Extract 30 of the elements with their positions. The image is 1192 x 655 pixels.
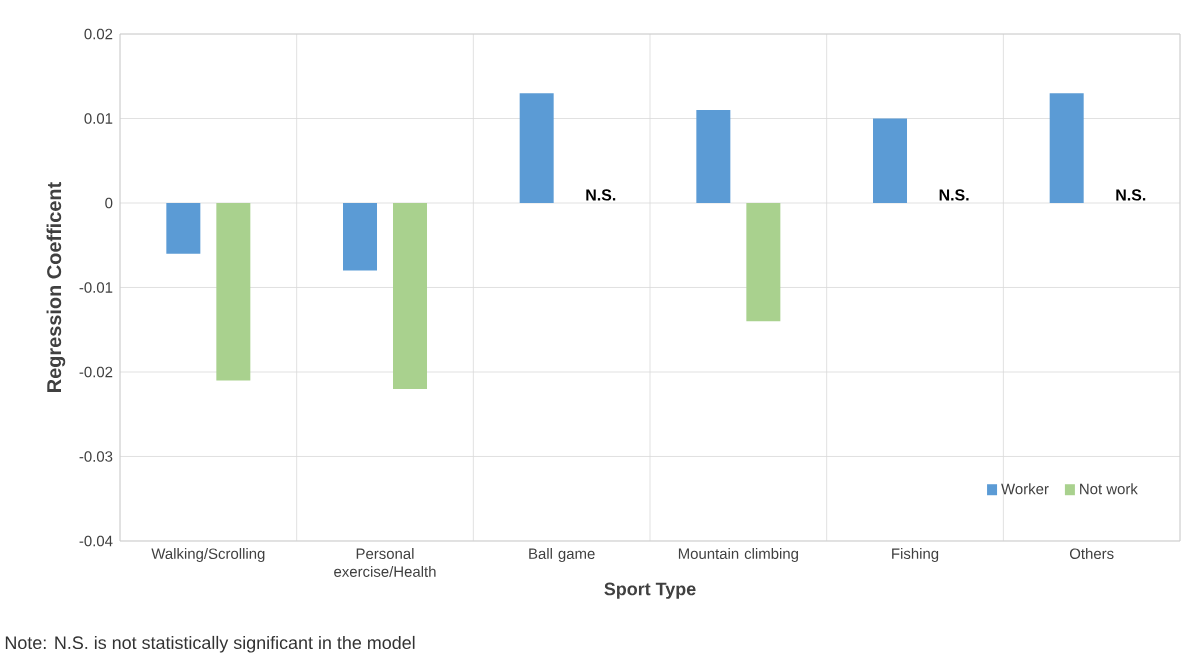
annotation: N.S. bbox=[1116, 189, 1146, 201]
legend-label: Worker bbox=[1001, 483, 1049, 495]
x-tick-label: Walking/Scrolling bbox=[151, 548, 265, 562]
text: Note: N.S. is not statistically significant in the model bbox=[5, 635, 415, 653]
bar bbox=[343, 203, 378, 271]
y-tick-label: -0.04 bbox=[79, 535, 113, 547]
bar bbox=[216, 203, 251, 381]
y-tick-label: 0.02 bbox=[84, 28, 113, 40]
bar bbox=[519, 93, 554, 203]
y-tick-label: -0.01 bbox=[79, 282, 113, 293]
y-tick-label: -0.03 bbox=[79, 451, 113, 462]
bar bbox=[746, 203, 781, 322]
annotation: N.S. bbox=[586, 189, 616, 201]
x-tick-label: Mountain climbing bbox=[678, 548, 798, 562]
annotation: N.S. bbox=[939, 189, 969, 201]
y-tick-label: -0.02 bbox=[79, 366, 113, 378]
y-tick-label: 0 bbox=[105, 197, 113, 209]
bar bbox=[166, 203, 201, 254]
bar bbox=[393, 203, 428, 389]
x-tick-label: Personal exercise/Health bbox=[334, 548, 436, 577]
x-tick-label: Fishing bbox=[892, 548, 939, 562]
x-tick-label: Ball game bbox=[529, 548, 595, 562]
bar bbox=[696, 110, 731, 203]
bar bbox=[1049, 93, 1084, 203]
bar bbox=[873, 118, 908, 203]
x-axis-title: Sport Type bbox=[604, 582, 696, 599]
legend-label: Not work bbox=[1080, 483, 1138, 495]
y-tick-label: 0.01 bbox=[84, 113, 113, 124]
x-tick-label: Others bbox=[1069, 548, 1114, 560]
y-axis-title: Regression Coefficent bbox=[46, 182, 66, 392]
